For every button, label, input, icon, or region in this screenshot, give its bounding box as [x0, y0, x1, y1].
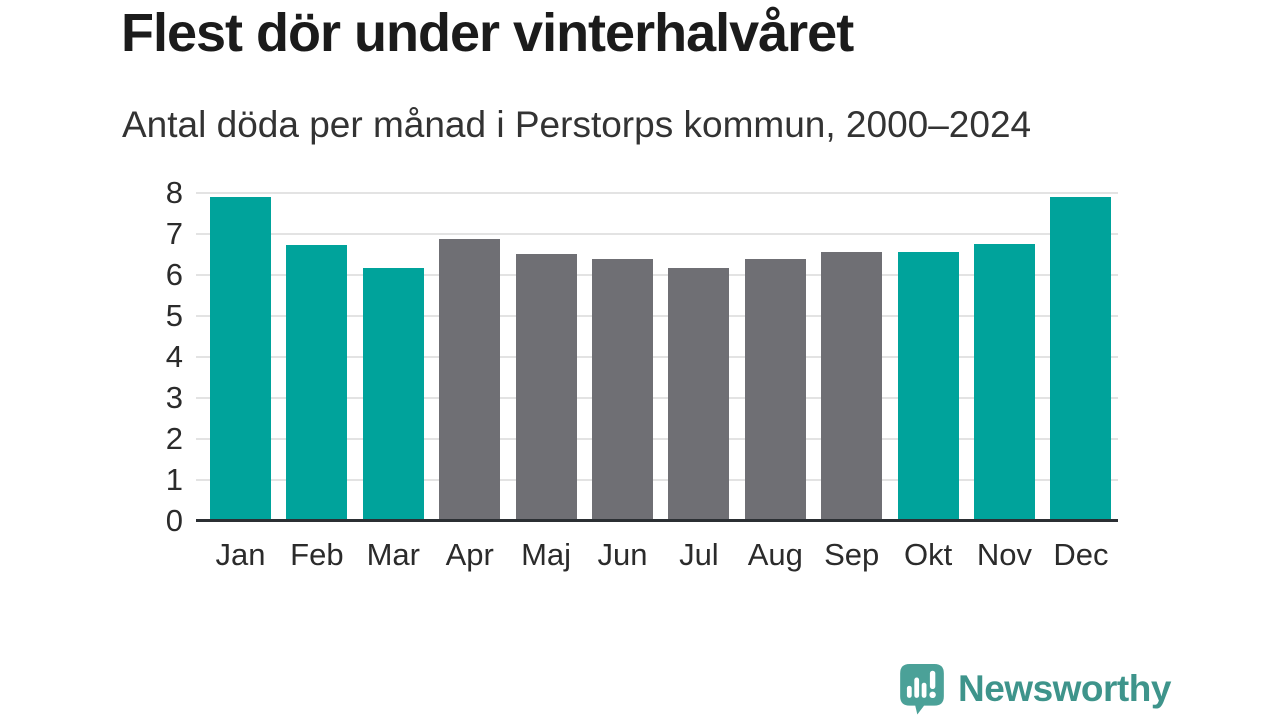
gridline-1	[196, 479, 1118, 481]
chart-title: Flest dör under vinterhalvåret	[121, 3, 854, 63]
chart-subtitle: Antal döda per månad i Perstorps kommun,…	[122, 104, 1032, 145]
y-tick-label-2: 2	[165, 421, 183, 456]
x-tick-label-dec: Dec	[1053, 537, 1109, 572]
x-axis: Jan Feb Mar Apr Maj Jun Jul Aug Sep Okt Nov Dec	[204, 537, 1118, 579]
gridline-5	[196, 315, 1118, 317]
x-tick-label-nov: Nov	[976, 537, 1033, 572]
bar-maj	[515, 253, 577, 521]
x-axis-line	[196, 519, 1118, 522]
y-tick-label-8: 8	[165, 175, 183, 210]
bar-dec	[1050, 197, 1112, 521]
y-axis: 0 1 2 3 4 5 6 7 8	[118, 175, 183, 538]
x-tick-label-jun: Jun	[597, 537, 648, 572]
y-tick-label-3: 3	[165, 380, 183, 415]
x-tick-label-apr: Apr	[445, 537, 494, 572]
y-tick-label-0: 0	[165, 503, 183, 538]
gridline-4	[196, 356, 1118, 358]
bar-aug	[744, 259, 806, 521]
x-tick-label-jan: Jan	[215, 537, 266, 572]
x-tick-label-sep: Sep	[824, 537, 880, 572]
bar-nov	[974, 243, 1035, 521]
bar-apr	[439, 238, 501, 521]
newsworthy-logo: Newsworthy	[899, 663, 1171, 715]
x-tick-label-aug: Aug	[747, 537, 803, 572]
gridline-8	[196, 192, 1118, 194]
bar-feb	[286, 245, 348, 521]
x-tick-label-feb: Feb	[290, 537, 344, 572]
bar-jul	[668, 268, 730, 521]
bar-chart-speech-bubble-icon	[899, 663, 945, 715]
y-tick-label-7: 7	[165, 216, 183, 251]
gridline-2	[196, 438, 1118, 440]
gridline-6	[196, 274, 1118, 276]
gridline-3	[196, 397, 1118, 399]
bar-jun	[592, 259, 653, 521]
bar-jan	[210, 197, 271, 521]
x-tick-label-mar: Mar	[366, 537, 420, 572]
y-tick-label-6: 6	[165, 257, 183, 292]
y-tick-label-5: 5	[165, 298, 183, 333]
bar-mar	[362, 268, 424, 521]
gridline-7	[196, 233, 1118, 235]
bar-sep	[821, 252, 883, 521]
y-tick-label-4: 4	[165, 339, 183, 374]
plot-area	[196, 192, 1118, 522]
x-tick-label-maj: Maj	[521, 537, 572, 572]
bar-okt	[897, 252, 959, 521]
x-tick-label-okt: Okt	[903, 537, 953, 572]
newsworthy-wordmark: Newsworthy	[958, 668, 1171, 709]
y-tick-label-1: 1	[165, 462, 183, 497]
x-tick-label-jul: Jul	[679, 537, 719, 572]
